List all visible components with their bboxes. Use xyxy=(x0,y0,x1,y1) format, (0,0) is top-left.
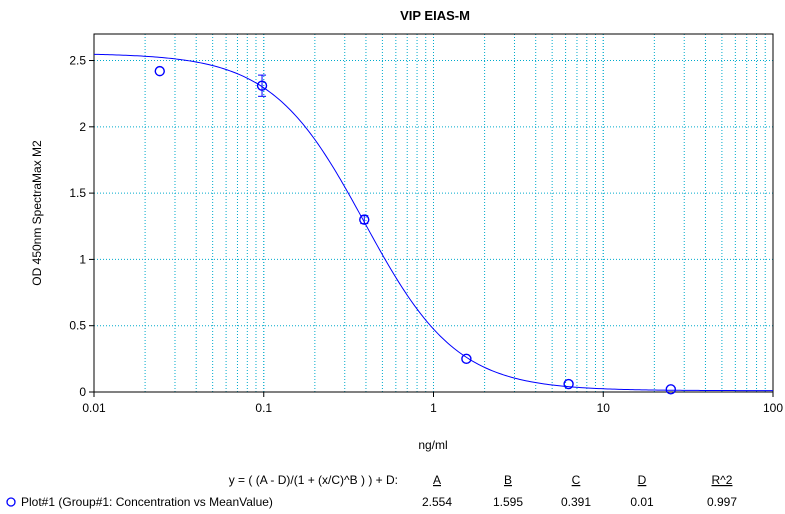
data-points xyxy=(154,65,677,395)
fit-equation: y = ( (A - D)/(1 + (x/C)^B ) ) + D: xyxy=(229,473,398,487)
x-tick-label: 0.01 xyxy=(82,401,106,415)
param-value: 0.01 xyxy=(630,495,654,509)
data-point xyxy=(461,353,472,365)
y-tick-label: 1.5 xyxy=(69,186,86,200)
data-point xyxy=(665,384,677,395)
param-value: 0.391 xyxy=(561,495,591,509)
param-name: R^2 xyxy=(712,473,733,487)
x-tick-label: 0.1 xyxy=(255,401,272,415)
x-tick-label: 10 xyxy=(597,401,611,415)
chart-title: VIP EIAS-M xyxy=(400,8,470,23)
y-tick-label: 2.5 xyxy=(69,54,86,68)
x-tick-label: 100 xyxy=(763,401,783,415)
param-name: A xyxy=(433,473,441,487)
data-point xyxy=(563,378,574,390)
y-axis-label: OD 450nm SpectraMax M2 xyxy=(30,140,44,286)
x-tick-label: 1 xyxy=(430,401,437,415)
y-tick-label: 1 xyxy=(79,252,86,266)
grid xyxy=(94,34,773,392)
legend-marker-icon xyxy=(6,497,16,507)
data-point xyxy=(154,65,165,77)
axis-ticks: 0.01 0.1 1 10 100 0 0.5 1 1.5 2 2.5 xyxy=(69,54,783,415)
param-name: C xyxy=(572,473,581,487)
param-value: 1.595 xyxy=(493,495,523,509)
legend: y = ( (A - D)/(1 + (x/C)^B ) ) + D: Plot… xyxy=(6,473,737,509)
y-tick-label: 0.5 xyxy=(69,319,86,333)
y-tick-label: 0 xyxy=(79,385,86,399)
plot-area-frame xyxy=(93,33,774,393)
fit-curve xyxy=(93,53,774,392)
param-name: B xyxy=(504,473,512,487)
fit-curve-layer xyxy=(93,53,774,392)
fit-parameters: A 2.554 B 1.595 C 0.391 D 0.01 R^2 0.997 xyxy=(422,473,737,509)
param-value: 0.997 xyxy=(707,495,737,509)
param-name: D xyxy=(638,473,647,487)
x-axis-label: ng/ml xyxy=(418,438,447,452)
param-value: 2.554 xyxy=(422,495,452,509)
legend-series-name: Plot#1 (Group#1: Concentration vs MeanVa… xyxy=(21,495,273,509)
y-tick-label: 2 xyxy=(79,120,86,134)
data-point xyxy=(359,214,370,225)
data-point xyxy=(256,80,268,91)
